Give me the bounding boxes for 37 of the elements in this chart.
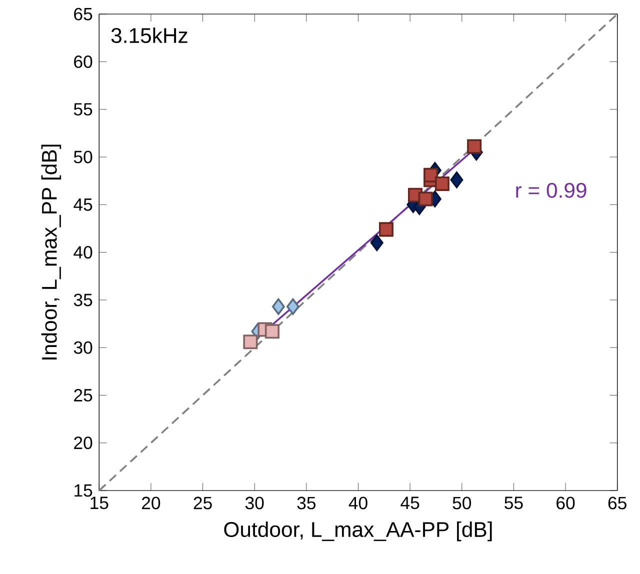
x-tick-label: 30 [245,496,264,510]
y-tick-label: 45 [74,198,92,211]
x-tick-label: 50 [452,496,472,510]
x-tick-label: 20 [142,496,160,510]
point [418,192,433,206]
y-tick-label: 55 [74,103,92,116]
x-tick-label: 40 [348,496,368,510]
x-tick-label: 65 [608,496,626,510]
y-tick-label: 30 [74,341,92,354]
y-tick-label: 15 [74,484,92,497]
point [264,324,280,339]
point [378,222,394,237]
point [434,176,450,191]
y-tick-label: 20 [74,436,92,450]
y-tick-label: 25 [74,388,92,402]
point [272,298,285,315]
x-tick-label: 60 [556,496,575,510]
y-tick-label: 35 [74,294,92,306]
y-tick-label: 60 [74,55,92,68]
point [450,172,464,188]
point [286,298,300,315]
point [370,234,384,252]
point [243,334,258,350]
x-tick-label: 35 [297,496,316,510]
x-axis-title: Outdoor, L_max_AA-PP [dB] [224,521,492,542]
point [467,139,482,154]
x-tick-label: 45 [400,496,420,510]
x-tick-label: 15 [90,496,108,510]
y-tick-label: 65 [74,8,92,20]
annotation: 3.15kHz [111,27,188,44]
annotation: r = 0.99 [516,182,586,198]
point [424,168,438,182]
y-axis-title: Indoor, L_max_PP [dB] [41,144,62,360]
y-tick-label: 40 [74,246,92,259]
x-tick-label: 25 [194,496,212,510]
y-tick-label: 50 [74,150,92,164]
x-tick-label: 55 [504,496,523,510]
